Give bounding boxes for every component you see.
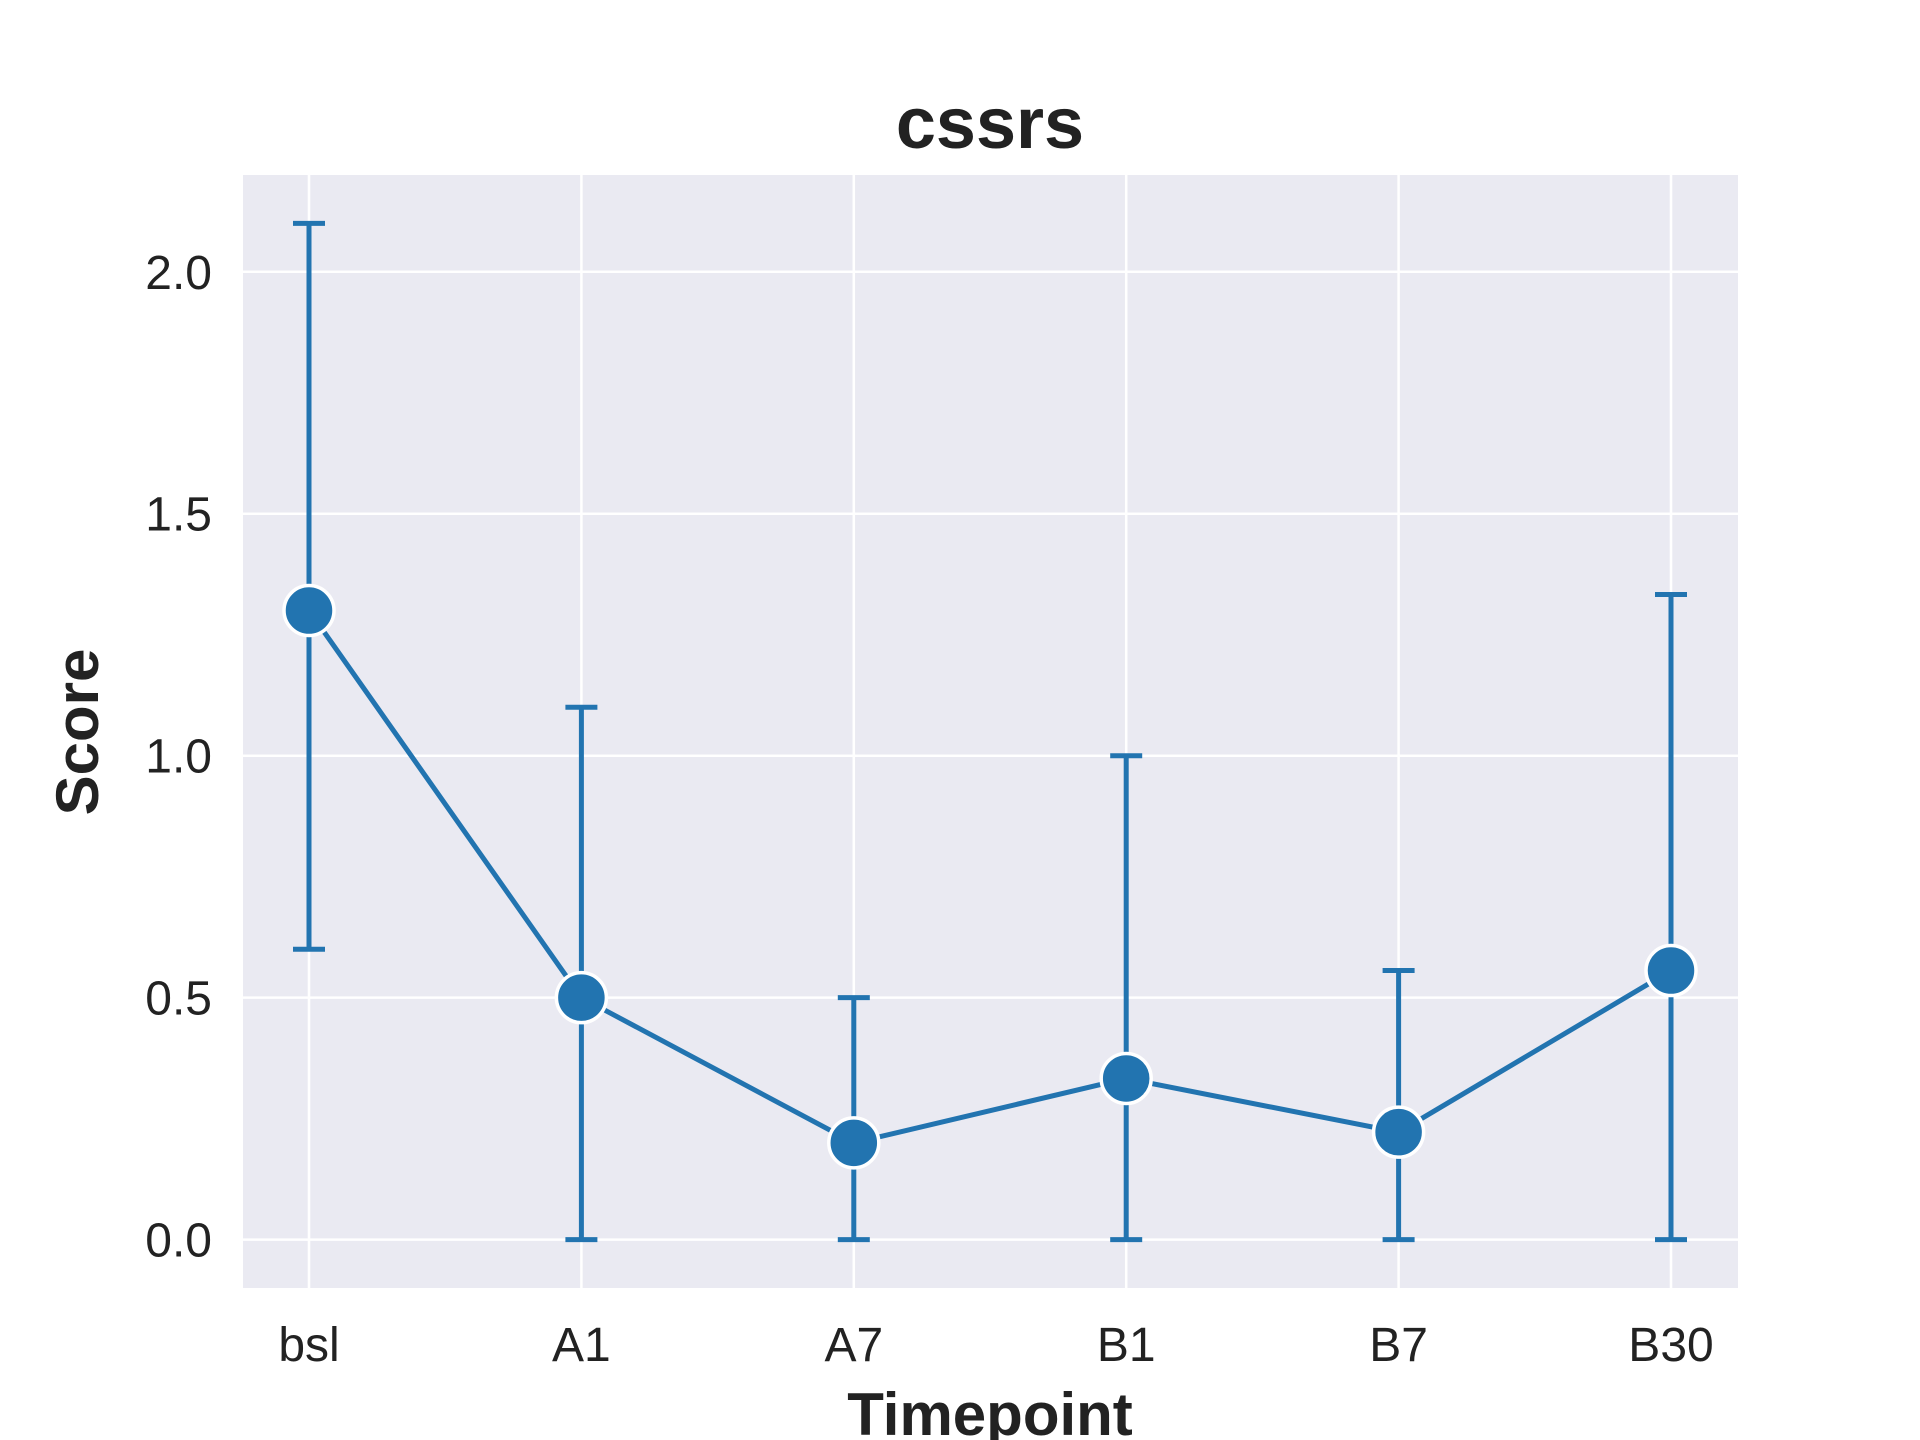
x-tick-label: A7 — [824, 1319, 883, 1372]
y-tick-label: 1.5 — [145, 489, 212, 542]
y-axis-label: Score — [44, 649, 111, 816]
x-tick-label: B30 — [1628, 1319, 1713, 1372]
y-tick-label: 2.0 — [145, 247, 212, 300]
x-tick-label: B1 — [1097, 1319, 1156, 1372]
data-point-B30 — [1644, 943, 1698, 998]
y-tick-label: 0.5 — [145, 973, 212, 1026]
data-point-B7 — [1371, 1105, 1426, 1159]
series-line — [306, 609, 1673, 1146]
x-tick-label: bsl — [278, 1319, 339, 1372]
error-bar-B1 — [1110, 753, 1143, 1243]
x-tick-label: B7 — [1369, 1319, 1428, 1372]
series-line-path — [306, 609, 1673, 1146]
y-tick-label: 0.0 — [145, 1215, 212, 1268]
data-point-bsl — [282, 583, 336, 638]
chart-title: cssrs — [896, 84, 1084, 164]
x-axis-label: Timepoint — [847, 1381, 1133, 1440]
data-point-A7 — [827, 1116, 881, 1170]
data-points — [282, 583, 1698, 1170]
x-tick-labels: bsl A1 A7 B1 B7 B30 — [278, 1319, 1713, 1372]
y-tick-labels: 0.0 0.5 1.0 1.5 2.0 — [145, 247, 212, 1268]
x-tick-label: A1 — [552, 1319, 611, 1372]
plot-area — [243, 175, 1738, 1288]
data-point-B1 — [1099, 1051, 1153, 1106]
error-bar-B30 — [1655, 592, 1687, 1243]
y-tick-label: 1.0 — [145, 731, 212, 784]
data-point-A1 — [554, 970, 609, 1025]
error-bar-B7 — [1382, 968, 1415, 1243]
